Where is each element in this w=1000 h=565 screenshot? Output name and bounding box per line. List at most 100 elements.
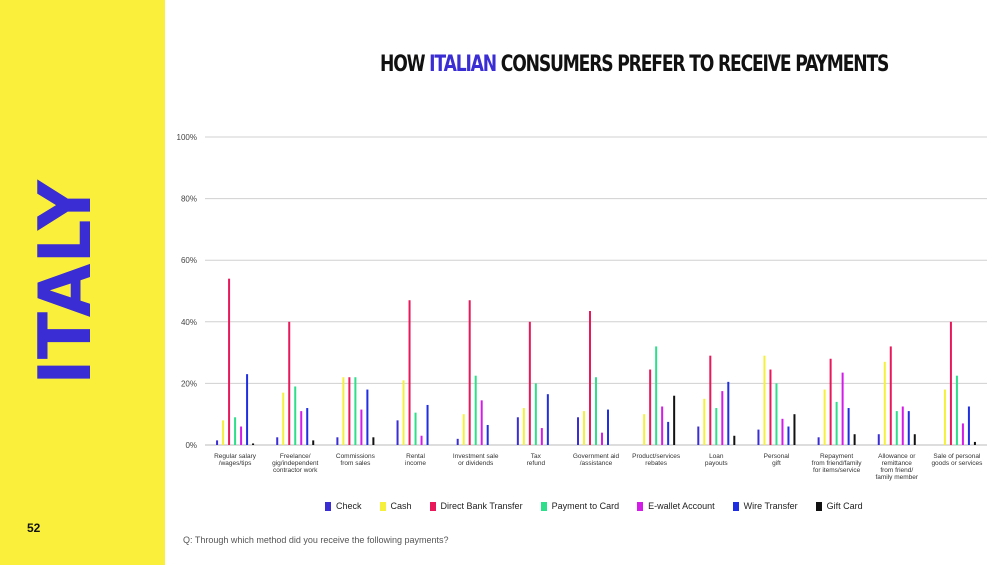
bar [655,346,658,445]
x-tick-label: Commissions from sales [336,453,376,467]
y-tick-label: 80% [181,195,197,204]
sidebar-panel: ITALY 52 [0,0,165,565]
legend-swatch [429,501,436,511]
bar [715,408,718,445]
legend-label: Check [336,501,362,511]
y-tick-label: 100% [177,133,197,142]
legend-item: Direct Bank Transfer [429,501,523,511]
legend-label: Wire Transfer [743,501,798,511]
x-tick-label: Sale of personal goods or services [931,453,983,467]
bar [841,372,844,445]
bar [420,435,423,445]
bar [312,440,315,445]
chart-title: HOW ITALIAN CONSUMERS PREFER TO RECEIVE … [380,52,889,77]
legend-item: Cash [379,501,412,511]
bar [300,411,303,445]
bar [697,426,700,445]
bar [883,361,886,445]
bar [757,429,760,445]
y-tick-label: 40% [181,318,197,327]
bar [408,300,411,445]
bar [661,406,664,445]
x-tick-label: Government aid/assistance [573,453,620,467]
country-label: ITALY [23,179,98,385]
bar [534,383,537,445]
bar [462,414,465,445]
bar [402,380,405,445]
bar [306,408,309,445]
title-suffix: CONSUMERS PREFER TO RECEIVE PAYMENTS [495,52,890,77]
bar [667,421,670,445]
country-text: ITALY [23,179,98,385]
x-tick-label: Product/services rebates [632,453,681,467]
legend-swatch [732,501,739,511]
bar [949,321,952,445]
bar [835,401,838,445]
bar [456,438,459,445]
x-tick-label: Loan payouts [705,453,729,467]
bar [468,300,471,445]
bar [234,417,237,445]
bar [961,423,964,445]
bar [246,374,249,445]
bar [577,417,579,445]
bar [769,369,772,445]
x-tick-label: Allowance or remittance from friend/family… [875,453,918,481]
bar [787,426,790,445]
legend-label: Gift Card [826,501,863,511]
chart-legend: Check Cash Direct Bank Transfer Payment to … [325,501,863,511]
bar [252,443,255,445]
page-number: 52 [27,521,41,535]
x-tick-label: Tax refund [527,453,546,467]
bar [607,409,609,445]
bar [823,389,826,445]
bar [895,411,898,445]
legend-swatch [540,501,547,511]
bar [240,426,243,445]
bar [546,394,549,445]
bar [829,358,832,445]
bar [775,383,778,445]
x-tick-label: Rental income [405,453,426,467]
bar [222,420,225,445]
bar [955,375,958,445]
legend-item: Wire Transfer [732,501,798,511]
title-prefix: HOW [380,52,430,77]
y-tick-label: 60% [181,256,197,265]
bar [595,377,597,445]
x-tick-label: Investment sale or dividends [453,453,499,467]
bar [583,411,585,445]
bar [480,400,483,445]
bar [474,375,477,445]
bar [396,420,399,445]
bar [282,392,285,445]
bar [372,437,375,445]
bar [342,377,345,445]
bar [348,377,351,445]
bar [877,434,880,445]
bar [973,441,976,445]
bar [643,414,646,445]
x-tick-label: Freelance/gig/independent contractor work [272,453,318,474]
legend-item: Gift Card [815,501,863,511]
bar [907,411,910,445]
legend-item: E-wallet Account [637,501,715,511]
survey-question: Q: Through which method did you receive … [183,535,449,545]
y-tick-label: 20% [181,379,197,388]
bar [673,395,676,445]
bar [709,355,712,445]
y-tick-label: 0% [185,441,197,450]
legend-item: Check [325,501,362,511]
bar [366,389,369,445]
bar [216,440,219,445]
bar [727,381,730,445]
legend-label: Direct Bank Transfer [440,501,523,511]
bar [336,437,339,445]
bar [889,346,892,445]
legend-label: Payment to Card [551,501,620,511]
bar [733,435,736,445]
bar [763,355,766,445]
bar [528,321,531,445]
legend-swatch [815,501,822,511]
